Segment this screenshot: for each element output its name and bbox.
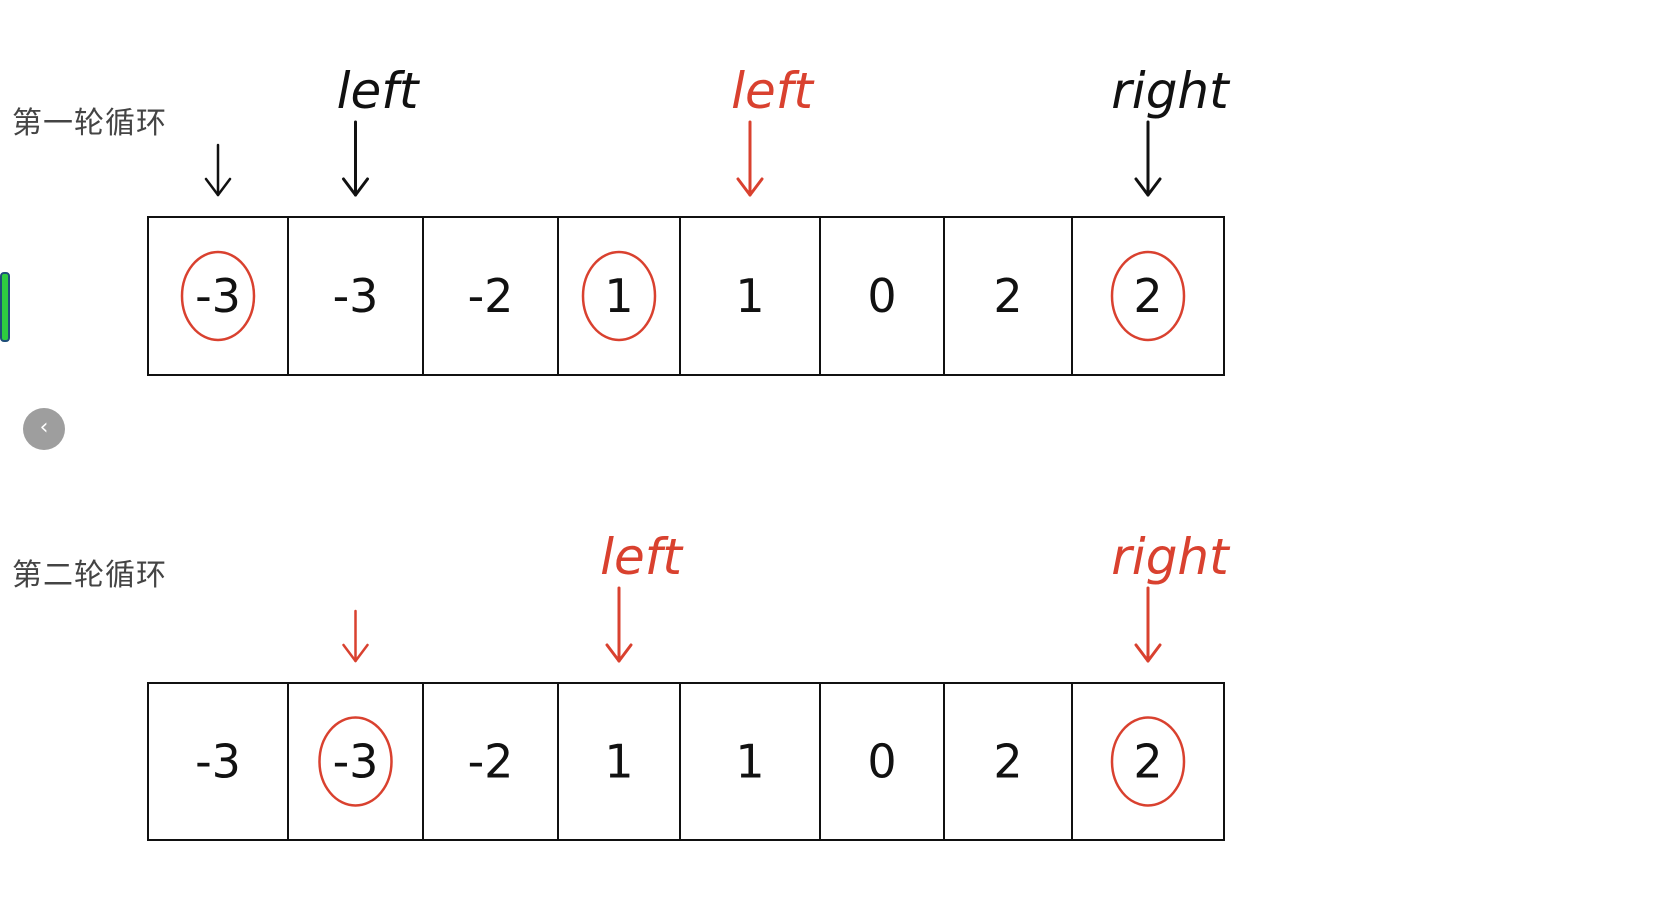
- side-panel-handle[interactable]: [0, 272, 10, 342]
- cell-value: 2: [1133, 735, 1162, 789]
- cell-value: -3: [195, 735, 241, 789]
- cell-value: 2: [993, 269, 1022, 323]
- pointer-arrow-head: [204, 177, 232, 197]
- chevron-left-icon: ‹: [39, 415, 49, 440]
- cell-value: 1: [604, 735, 633, 789]
- circle-mark: [1110, 716, 1186, 807]
- circle-mark: [581, 250, 657, 342]
- cell-value: -2: [468, 269, 514, 323]
- pointer-label: right: [1111, 528, 1231, 586]
- pointer-arrow-head: [605, 643, 633, 663]
- pointer-arrow-head: [1134, 643, 1162, 663]
- cell-value: 1: [735, 735, 764, 789]
- collapse-button[interactable]: ‹: [23, 408, 65, 450]
- pointer-arrow-head: [736, 177, 764, 197]
- cell-value: -3: [195, 269, 241, 323]
- array-frame-round-2: [147, 682, 1225, 841]
- round-2-label: 第二轮循环: [12, 558, 167, 593]
- array-frame-round-1: [147, 216, 1225, 376]
- pointer-arrow-head: [342, 177, 369, 197]
- circle-mark: [180, 250, 256, 342]
- circle-mark: [318, 716, 393, 807]
- pointer-label: left: [731, 62, 815, 120]
- pointer-arrow-head: [1134, 177, 1162, 197]
- circle-mark: [1110, 250, 1186, 342]
- cell-value: 1: [604, 269, 633, 323]
- cell-value: 2: [993, 735, 1022, 789]
- cell-value: 0: [867, 735, 896, 789]
- pointer-arrow-head: [342, 643, 369, 663]
- pointer-label: right: [1111, 62, 1231, 120]
- pointer-label: left: [337, 62, 421, 120]
- cell-value: 2: [1133, 269, 1162, 323]
- round-1-label: 第一轮循环: [12, 106, 167, 141]
- pointer-label: left: [600, 528, 684, 586]
- cell-value: -3: [333, 269, 379, 323]
- cell-value: -2: [468, 735, 514, 789]
- cell-value: 0: [867, 269, 896, 323]
- cell-value: 1: [735, 269, 764, 323]
- cell-value: -3: [333, 735, 379, 789]
